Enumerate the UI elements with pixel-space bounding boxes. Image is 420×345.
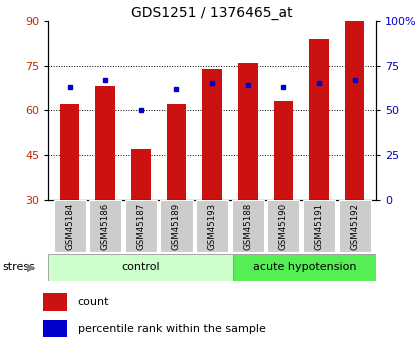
Bar: [43, 320, 68, 337]
Text: GSM45192: GSM45192: [350, 203, 359, 249]
Bar: [267, 200, 299, 252]
Bar: [345, 21, 364, 200]
Text: GSM45190: GSM45190: [279, 203, 288, 249]
Text: GSM45189: GSM45189: [172, 203, 181, 249]
Text: acute hypotension: acute hypotension: [253, 263, 357, 272]
Bar: [232, 200, 264, 252]
Text: ▶: ▶: [27, 263, 36, 272]
Bar: [95, 87, 115, 200]
Bar: [196, 200, 228, 252]
Text: GSM45188: GSM45188: [243, 203, 252, 249]
Bar: [202, 69, 222, 200]
Bar: [43, 293, 68, 311]
Text: control: control: [121, 263, 160, 272]
Bar: [234, 254, 376, 281]
Bar: [273, 101, 293, 200]
Text: percentile rank within the sample: percentile rank within the sample: [78, 324, 266, 334]
Bar: [48, 254, 234, 281]
Text: GSM45186: GSM45186: [101, 203, 110, 249]
Bar: [89, 200, 121, 252]
Bar: [125, 200, 157, 252]
Bar: [339, 200, 370, 252]
Text: stress: stress: [2, 263, 35, 272]
Bar: [160, 200, 192, 252]
Text: GSM45184: GSM45184: [65, 203, 74, 249]
Bar: [167, 105, 186, 200]
Bar: [131, 149, 151, 200]
Bar: [238, 62, 257, 200]
Text: GSM45193: GSM45193: [207, 203, 217, 249]
Title: GDS1251 / 1376465_at: GDS1251 / 1376465_at: [131, 6, 293, 20]
Bar: [303, 200, 335, 252]
Text: count: count: [78, 297, 109, 307]
Text: GSM45187: GSM45187: [136, 203, 145, 249]
Bar: [60, 105, 79, 200]
Text: GSM45191: GSM45191: [315, 203, 323, 249]
Bar: [54, 200, 86, 252]
Bar: [309, 39, 329, 200]
